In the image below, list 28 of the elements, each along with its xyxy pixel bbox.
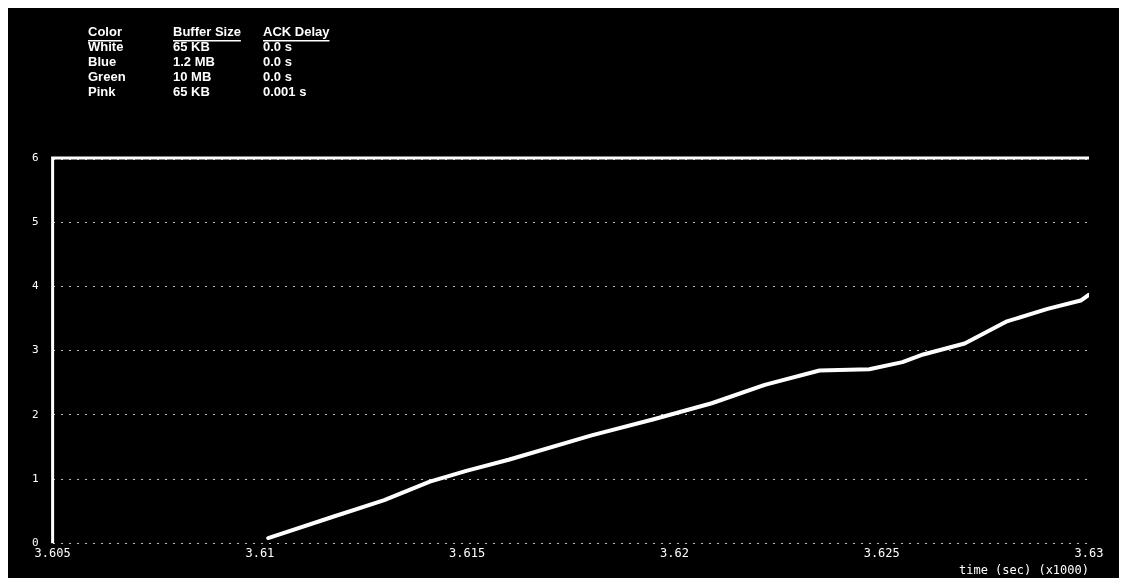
text: 65 KB xyxy=(173,84,210,100)
y-tick-label: 4 xyxy=(32,279,39,293)
text: White xyxy=(88,39,124,55)
text: ACK Delay xyxy=(263,24,331,40)
text: Green xyxy=(88,69,126,85)
text: Blue xyxy=(88,54,117,70)
text: Pink xyxy=(88,84,117,100)
text: 0.0 s xyxy=(263,54,292,70)
x-tick-label: 3.61 xyxy=(245,545,275,560)
x-tick-label: 3.62 xyxy=(660,545,689,560)
text: 0.0 s xyxy=(263,39,292,55)
text: 1.2 MB xyxy=(173,54,215,70)
x-tick-label: 3.63 xyxy=(1074,545,1104,560)
text: 0.0 s xyxy=(263,69,292,85)
y-tick-label: 2 xyxy=(32,407,39,421)
text: 0.001 s xyxy=(263,84,307,100)
y-tick-label: 6 xyxy=(32,150,39,164)
y-tick-label: 1 xyxy=(32,471,39,485)
x-axis-title: time (sec) (x1000) xyxy=(958,562,1089,577)
text: 65 KB xyxy=(173,39,210,55)
x-tick-label: 3.605 xyxy=(34,545,71,560)
text: Buffer Size xyxy=(173,24,241,40)
x-tick-label: 3.615 xyxy=(449,545,486,560)
y-tick-label: 3 xyxy=(32,343,39,357)
x-tick-label: 3.625 xyxy=(863,545,900,560)
y-tick-label: 5 xyxy=(32,215,39,229)
text: 10 MB xyxy=(173,69,212,85)
text: Color xyxy=(88,24,122,40)
